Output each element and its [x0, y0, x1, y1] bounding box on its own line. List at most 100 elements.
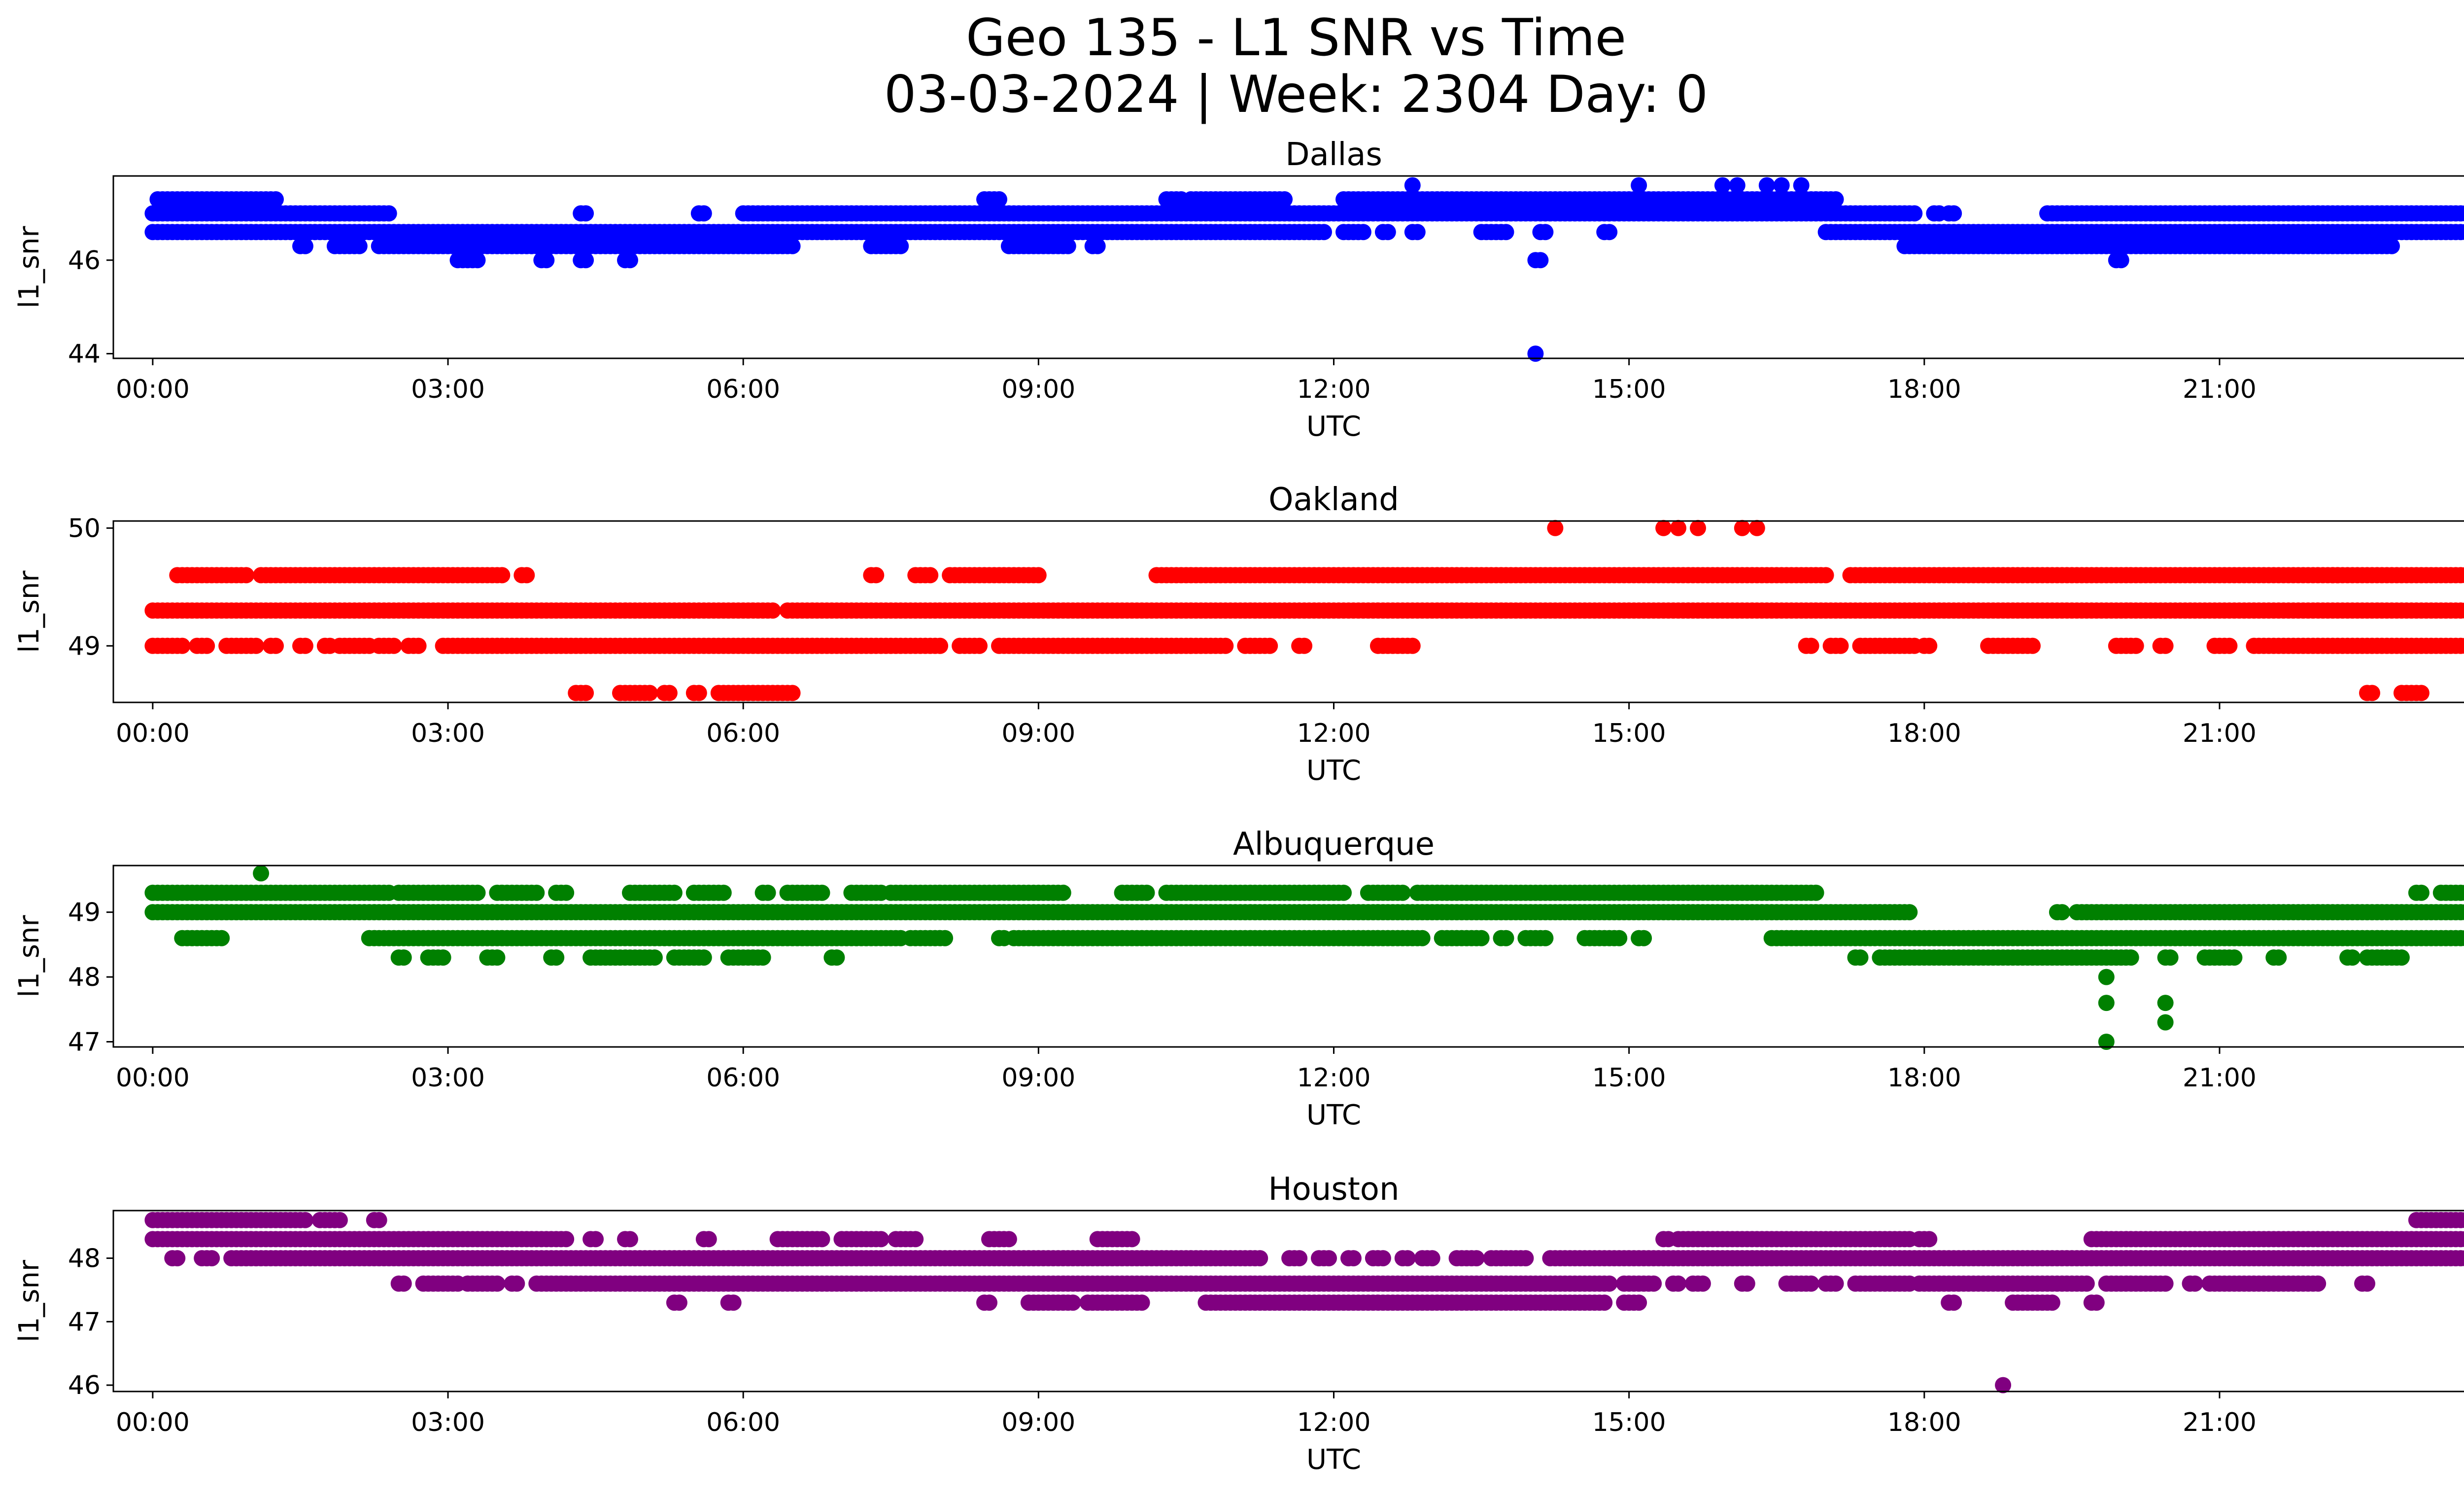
x-tick-label: 18:00 [1887, 1408, 1961, 1437]
data-point [1694, 1275, 1711, 1292]
data-point [2457, 205, 2464, 222]
data-point [907, 1231, 924, 1248]
data-point [2384, 238, 2400, 254]
data-point [1527, 346, 1544, 362]
data-point [2098, 1034, 2115, 1050]
data-point [489, 1275, 506, 1292]
data-point [715, 884, 732, 901]
data-point [1596, 1294, 1613, 1311]
data-point [1601, 1275, 1618, 1292]
data-point [395, 1275, 412, 1292]
x-tick-label: 06:00 [706, 719, 780, 748]
data-point [1252, 1250, 1268, 1267]
data-point [1690, 520, 1706, 536]
data-point [2270, 949, 2287, 966]
figure-title-line1: Geo 135 - L1 SNR vs Time [966, 8, 1626, 68]
data-point [1537, 930, 1554, 946]
data-series [144, 1212, 2464, 1393]
data-series [144, 177, 2464, 362]
data-point [661, 685, 678, 701]
y-axis-label: l1_snr [13, 570, 45, 653]
data-point [2457, 1231, 2464, 1248]
data-point [2098, 969, 2115, 985]
data-point [671, 1294, 687, 1311]
data-point [248, 637, 265, 654]
data-point [1946, 205, 1962, 222]
data-point [1773, 177, 1790, 194]
data-point [1133, 1294, 1150, 1311]
data-series [144, 865, 2464, 1050]
data-point [1055, 884, 1071, 901]
data-point [1670, 520, 1686, 536]
data-point [489, 949, 506, 966]
data-point [410, 637, 427, 654]
data-point [1901, 904, 1918, 921]
x-tick-label: 15:00 [1592, 375, 1666, 404]
data-point [1670, 1275, 1686, 1292]
data-point [1537, 224, 1554, 241]
y-tick-label: 46 [68, 246, 101, 276]
data-point [1089, 238, 1106, 254]
data-point [1355, 224, 1371, 241]
x-tick-label: 09:00 [1001, 375, 1075, 404]
x-tick-label: 03:00 [411, 1408, 485, 1437]
x-tick-label: 18:00 [1887, 375, 1961, 404]
x-tick-label: 06:00 [706, 1063, 780, 1093]
data-point [2457, 1212, 2464, 1228]
data-point [1473, 930, 1490, 946]
data-point [2187, 1275, 2203, 1292]
data-point [469, 252, 486, 269]
data-point [297, 238, 313, 254]
data-point [1468, 1250, 1485, 1267]
data-point [1906, 205, 1923, 222]
y-tick-label: 47 [68, 1307, 101, 1337]
data-point [1404, 177, 1421, 194]
data-point [2364, 685, 2380, 701]
data-point [297, 1212, 313, 1228]
data-point [922, 567, 939, 584]
data-point [331, 1212, 348, 1228]
data-point [587, 1231, 604, 1248]
x-tick-label: 21:00 [2183, 1063, 2257, 1093]
data-point [622, 1231, 638, 1248]
data-point [509, 1275, 525, 1292]
data-point [199, 637, 215, 654]
x-tick-label: 15:00 [1592, 1063, 1666, 1093]
data-point [1827, 1275, 1844, 1292]
x-axis-label: UTC [1306, 1099, 1361, 1131]
data-point [814, 1231, 830, 1248]
data-point [1498, 224, 1514, 241]
data-point [2413, 884, 2430, 901]
data-point [1734, 520, 1750, 536]
data-point [1852, 949, 1869, 966]
y-tick-label: 44 [68, 340, 101, 369]
data-point [558, 1231, 575, 1248]
data-point [351, 238, 368, 254]
data-point [1532, 252, 1549, 269]
data-point [1124, 1231, 1140, 1248]
data-point [1399, 1250, 1416, 1267]
data-point [1601, 224, 1618, 241]
data-point [1739, 1275, 1755, 1292]
data-point [2157, 637, 2174, 654]
data-point [764, 602, 781, 619]
y-axis-label: l1_snr [13, 915, 45, 998]
x-axis-label: UTC [1306, 411, 1361, 443]
data-point [2344, 949, 2361, 966]
x-tick-label: 03:00 [411, 375, 485, 404]
figure-title-line2: 03-03-2024 | Week: 2304 Day: 0 [884, 65, 1708, 124]
data-point [1262, 637, 1278, 654]
data-point [253, 865, 270, 882]
data-point [784, 238, 801, 254]
data-point [2310, 1275, 2327, 1292]
data-point [700, 1231, 717, 1248]
data-point [690, 685, 707, 701]
data-point [814, 884, 830, 901]
data-point [1276, 191, 1293, 208]
data-point [2457, 638, 2464, 654]
data-point [1611, 930, 1628, 946]
data-point [2462, 227, 2464, 237]
data-point [2098, 995, 2115, 1011]
